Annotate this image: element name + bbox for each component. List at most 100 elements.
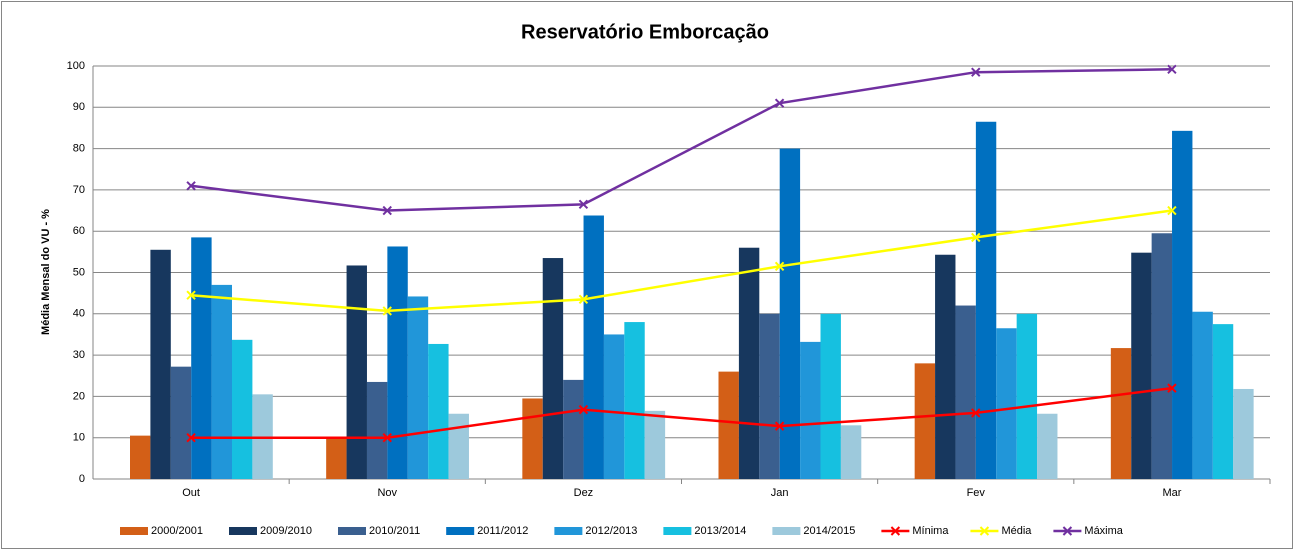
- legend-label: 2014/2015: [803, 525, 855, 537]
- bar: [563, 379, 584, 479]
- legend-swatch: [772, 527, 801, 535]
- marker: [774, 421, 785, 431]
- y-axis-label: Média Mensal do VU - %: [40, 209, 52, 335]
- chart-title: Reservatório Emborcação: [521, 21, 769, 43]
- marker: [1167, 383, 1177, 393]
- legend-swatch: [120, 527, 148, 535]
- x-tick-label: Out: [182, 487, 200, 499]
- legend-label: Mínima: [912, 525, 949, 537]
- bar: [779, 148, 801, 479]
- marker: [774, 261, 785, 272]
- legend-swatch: [554, 527, 583, 535]
- x-tick-label: Nov: [377, 487, 397, 499]
- legend-label: 2000/2001: [151, 525, 203, 537]
- bar: [170, 366, 192, 479]
- line: [191, 386, 1173, 439]
- marker: [1167, 64, 1177, 75]
- line: [190, 68, 1172, 212]
- bar: [583, 215, 604, 480]
- marker: [578, 404, 589, 415]
- marker: [1167, 205, 1177, 216]
- legend-swatch: [446, 527, 475, 535]
- legend-label: 2009/2010: [260, 525, 312, 537]
- marker: [578, 294, 589, 305]
- legend-label: 2013/2014: [694, 525, 746, 537]
- x-tick-label: Fev: [967, 487, 986, 499]
- legend-marker: [890, 526, 901, 536]
- bar: [1172, 130, 1193, 479]
- bar: [522, 398, 543, 479]
- bar: [211, 284, 232, 479]
- bar: [644, 410, 666, 479]
- y-tick-label: 90: [73, 101, 85, 113]
- bar: [759, 313, 780, 479]
- bar: [232, 339, 253, 479]
- bar: [130, 435, 151, 479]
- bar: [840, 425, 862, 479]
- bar: [407, 296, 429, 479]
- y-tick-label: 60: [73, 225, 85, 237]
- bar: [820, 313, 841, 479]
- bar: [1233, 388, 1254, 479]
- bar: [1110, 348, 1132, 479]
- bar: [191, 237, 212, 479]
- bar: [738, 247, 760, 479]
- legend-marker: [979, 526, 990, 536]
- bar: [624, 322, 645, 479]
- bar: [1016, 313, 1038, 479]
- bar: [346, 265, 367, 479]
- bar: [428, 343, 449, 479]
- bar: [1212, 324, 1234, 479]
- marker: [578, 199, 589, 210]
- legend-swatch: [229, 527, 257, 535]
- marker: [186, 432, 196, 443]
- marker: [382, 432, 392, 443]
- marker: [774, 98, 785, 108]
- bar: [387, 246, 408, 479]
- y-tick-label: 20: [73, 390, 85, 402]
- bar: [1151, 233, 1173, 479]
- marker: [971, 67, 981, 77]
- bar: [800, 341, 821, 479]
- bar: [955, 305, 976, 479]
- bar: [448, 413, 469, 479]
- bar: [1192, 311, 1213, 479]
- marker: [971, 408, 981, 418]
- y-tick-label: 50: [73, 266, 85, 278]
- legend-marker: [1062, 526, 1073, 536]
- marker: [382, 306, 392, 316]
- bar: [975, 121, 997, 479]
- x-tick-label: Dez: [574, 487, 594, 499]
- marker: [186, 181, 196, 191]
- y-tick-label: 70: [73, 184, 85, 196]
- line: [190, 209, 1173, 313]
- bar: [935, 254, 956, 479]
- legend-swatch: [663, 527, 692, 535]
- legend-label: Média: [1001, 525, 1032, 537]
- bar: [718, 371, 739, 479]
- legend-label: 2012/2013: [585, 525, 637, 537]
- bar: [326, 437, 347, 479]
- marker: [186, 290, 196, 300]
- y-tick-label: 0: [79, 473, 85, 485]
- marker: [382, 205, 392, 216]
- bar: [1037, 413, 1058, 479]
- bar: [542, 258, 564, 479]
- bar: [366, 381, 388, 479]
- bar: [996, 328, 1017, 479]
- legend-label: 2010/2011: [369, 525, 420, 537]
- y-tick-label: 30: [73, 349, 85, 361]
- y-tick-label: 100: [67, 60, 85, 72]
- legend-label: Máxima: [1084, 525, 1123, 537]
- bar: [914, 363, 936, 479]
- bar: [1131, 252, 1152, 479]
- legend-label: 2011/2012: [477, 525, 528, 537]
- legend-swatch: [338, 527, 366, 535]
- y-tick-label: 80: [73, 143, 85, 155]
- x-tick-label: Jan: [771, 487, 789, 499]
- y-tick-label: 40: [73, 308, 85, 320]
- marker: [971, 232, 981, 243]
- y-tick-label: 10: [73, 432, 85, 444]
- bar: [603, 334, 625, 479]
